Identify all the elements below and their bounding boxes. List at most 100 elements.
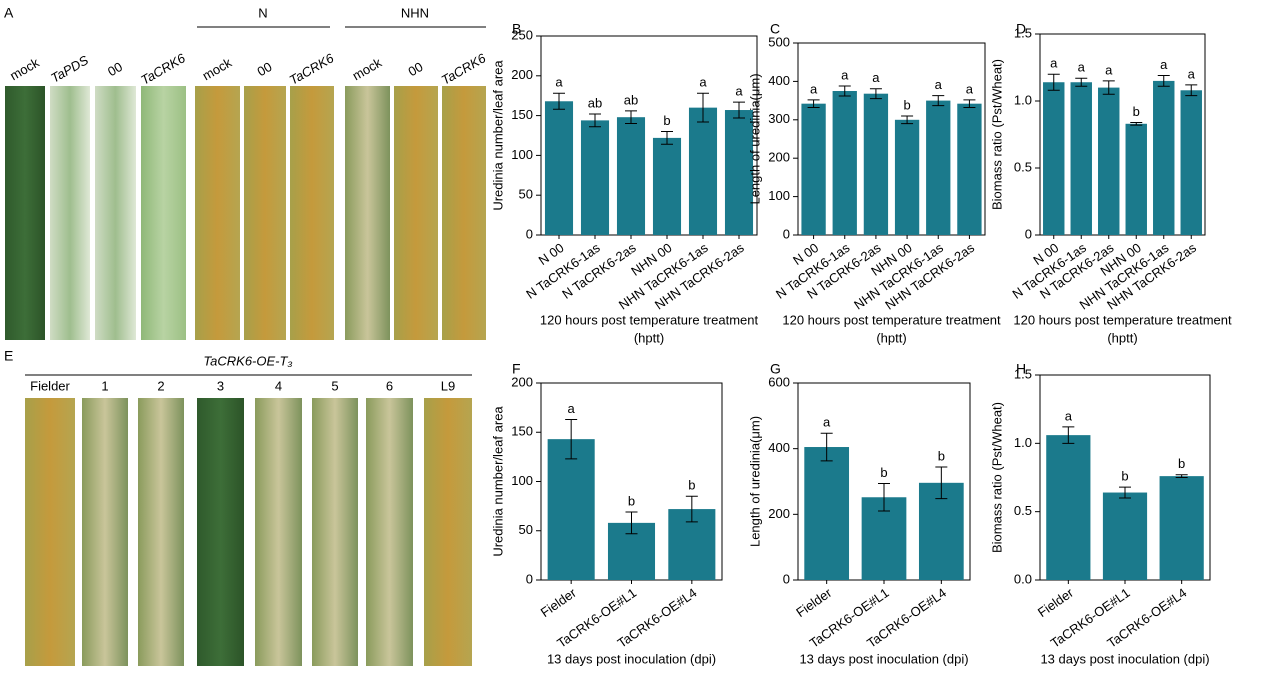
y-tick-label: 1.0 <box>1014 92 1032 107</box>
leaf-photo <box>197 398 244 666</box>
error-bar <box>932 95 945 107</box>
leaf-photo <box>25 398 75 666</box>
panel-letter: F <box>512 361 521 377</box>
photo-label: TaCRK6 <box>287 50 337 88</box>
error-bar <box>1075 77 1088 87</box>
x-axis-label: 120 hours post temperature treatment <box>782 312 1001 327</box>
bar <box>1102 492 1148 580</box>
error-bar <box>625 110 637 125</box>
plot-frame <box>1039 33 1206 236</box>
bar <box>957 103 982 235</box>
y-tick-label: 1.5 <box>1014 25 1032 40</box>
x-tick-label: Fielder <box>1035 585 1077 620</box>
y-tick-label: 100 <box>768 188 790 203</box>
bar <box>894 119 920 235</box>
leaf-photo <box>394 86 438 340</box>
x-axis-label: (hptt) <box>634 330 664 345</box>
y-tick-label: 100 <box>511 473 533 488</box>
y-tick-label: 500 <box>768 34 790 49</box>
y-tick-label: 300 <box>768 111 790 126</box>
plot-frame <box>540 35 758 236</box>
bar <box>1098 87 1120 235</box>
bar <box>544 101 574 235</box>
y-tick-label: 0.0 <box>1014 571 1032 586</box>
y-tick-label: 150 <box>511 107 533 122</box>
leaf-photo <box>195 86 240 340</box>
leaf-photo <box>244 86 286 340</box>
y-tick-label: 200 <box>768 506 790 521</box>
y-tick-label: 0.5 <box>1014 159 1032 174</box>
y-tick-label: 1.5 <box>1014 366 1032 381</box>
significance-letter: b <box>1178 456 1185 471</box>
bar <box>863 93 889 235</box>
photo-label: Fielder <box>30 378 70 393</box>
x-axis-label: 13 days post inoculation (dpi) <box>547 651 716 666</box>
photo-label: 5 <box>331 378 338 393</box>
photo-label: mock <box>200 55 235 84</box>
significance-letter: a <box>735 84 743 99</box>
y-tick-label: 200 <box>768 150 790 165</box>
error-bar <box>935 466 948 500</box>
y-tick-label: 250 <box>511 27 533 42</box>
group-label: N <box>258 5 267 20</box>
y-tick-label: 0 <box>526 571 533 586</box>
error-bar <box>661 131 673 145</box>
y-tick-label: 50 <box>519 187 533 202</box>
photo-label: 1 <box>101 378 108 393</box>
panel-letter: B <box>512 21 521 37</box>
y-tick-label: 0.5 <box>1014 503 1032 518</box>
leaf-photo <box>5 86 45 340</box>
photo-panels: A N NHN E TaCRK6-OE-T₃ <box>4 5 486 376</box>
panel-letter: H <box>1016 361 1026 377</box>
significance-letter: a <box>1050 56 1058 71</box>
y-axis-label: Biomass ratio (Pst/Wheat) <box>989 402 1004 553</box>
error-bar <box>733 101 745 119</box>
group-label: NHN <box>401 5 429 20</box>
error-bar <box>807 99 820 109</box>
photo-label: mock <box>350 55 385 84</box>
significance-letter: a <box>1188 66 1196 81</box>
error-bar <box>553 92 565 110</box>
error-bar <box>1047 73 1060 91</box>
bar <box>801 103 826 235</box>
y-tick-label: 400 <box>768 73 790 88</box>
error-bar <box>869 88 882 100</box>
significance-letter: a <box>1078 60 1086 75</box>
y-tick-label: 100 <box>511 147 533 162</box>
leaf-photo <box>442 86 486 340</box>
significance-letter: a <box>872 70 880 85</box>
leaf-photo <box>95 86 136 340</box>
y-tick-label: 0 <box>783 571 790 586</box>
error-bar <box>1062 426 1075 444</box>
error-bar <box>1157 75 1170 87</box>
y-tick-label: 0 <box>1025 226 1032 241</box>
significance-letter: b <box>628 493 635 508</box>
bar <box>547 439 595 580</box>
error-bar <box>1119 486 1131 499</box>
significance-letter: ab <box>588 95 602 110</box>
photo-label: 4 <box>275 378 282 393</box>
y-tick-label: 0 <box>783 226 790 241</box>
significance-letter: b <box>938 448 945 463</box>
significance-letter: ab <box>624 92 638 107</box>
leaf-photo <box>424 398 472 666</box>
significance-letter: a <box>699 75 707 90</box>
leaf-photo <box>366 398 413 666</box>
photo-label: TaCRK6 <box>138 50 188 88</box>
bar <box>1153 80 1175 236</box>
bar <box>1043 82 1065 236</box>
leaf-photo <box>255 398 302 666</box>
error-bar <box>820 432 833 462</box>
significance-letter: a <box>1160 57 1168 72</box>
error-bar <box>589 113 601 128</box>
plot-frame <box>797 42 986 236</box>
x-axis-label: 13 days post inoculation (dpi) <box>799 651 968 666</box>
y-tick-label: 50 <box>519 522 533 537</box>
photo-label: L9 <box>441 378 455 393</box>
error-bar <box>565 418 578 460</box>
panel-letter: D <box>1016 21 1026 37</box>
error-bar <box>1175 474 1188 478</box>
bar <box>804 447 850 580</box>
leaf-photo <box>141 86 186 340</box>
